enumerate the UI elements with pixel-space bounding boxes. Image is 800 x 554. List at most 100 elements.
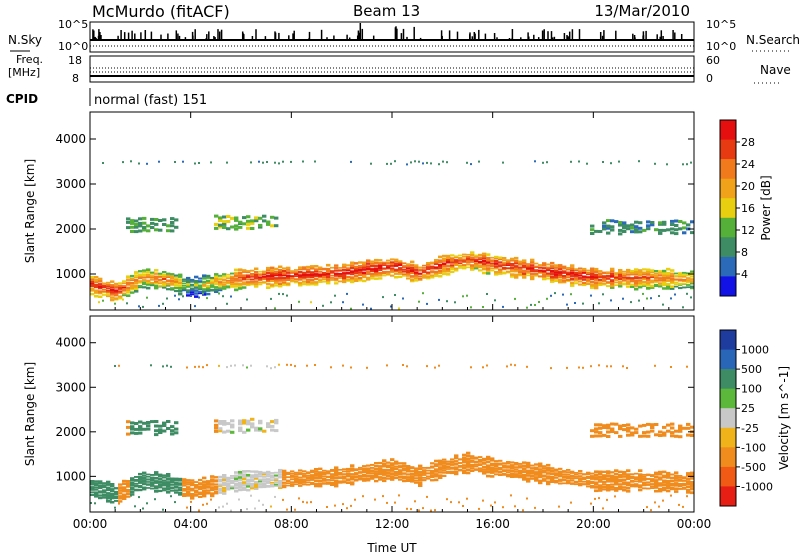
heatmap-cell — [290, 278, 295, 280]
heatmap-cell — [358, 265, 363, 268]
heatmap-cell — [430, 479, 435, 482]
heatmap-cell — [250, 283, 255, 286]
heatmap-cell — [510, 262, 515, 266]
heatmap-cell — [442, 272, 447, 276]
heatmap-cell — [414, 469, 419, 472]
heatmap-cell — [562, 478, 567, 481]
heatmap-cell — [166, 420, 171, 423]
heatmap-cell — [466, 497, 468, 500]
heatmap-cell — [206, 297, 208, 300]
heatmap-cell — [138, 274, 143, 278]
heatmap-cell — [650, 485, 655, 488]
heatmap-cell — [334, 279, 339, 282]
colorbar-step — [720, 349, 736, 370]
heatmap-cell — [566, 276, 571, 279]
heatmap-cell — [586, 471, 591, 474]
heatmap-cell — [186, 294, 191, 297]
heatmap-cell — [462, 505, 464, 507]
heatmap-cell — [314, 273, 319, 276]
heatmap-cell — [330, 274, 335, 277]
heatmap-cell — [610, 480, 615, 483]
heatmap-cell — [598, 497, 600, 500]
heatmap-cell — [254, 273, 259, 277]
heatmap-cell — [382, 473, 387, 476]
heatmap-cell — [138, 276, 143, 280]
heatmap-cell — [618, 269, 623, 272]
heatmap-cell — [598, 470, 603, 474]
heatmap-cell — [366, 265, 371, 268]
heatmap-cell — [546, 273, 551, 276]
heatmap-cell — [122, 161, 124, 164]
heatmap-cell — [550, 272, 555, 276]
heatmap-cell — [310, 278, 315, 282]
heatmap-cell — [158, 228, 163, 232]
heatmap-cell — [250, 273, 255, 275]
heatmap-cell — [258, 270, 263, 273]
heatmap-cell — [562, 476, 567, 479]
heatmap-cell — [366, 267, 371, 271]
heatmap-cell — [674, 274, 679, 277]
heatmap-cell — [642, 284, 647, 287]
heatmap-cell — [606, 470, 611, 473]
heatmap-cell — [434, 470, 439, 473]
heatmap-cell — [578, 272, 583, 275]
heatmap-cell — [438, 259, 443, 262]
heatmap-cell — [586, 269, 591, 272]
heatmap-cell — [302, 478, 307, 481]
heatmap-cell — [442, 265, 447, 268]
heatmap-cell — [526, 461, 531, 465]
heatmap-cell — [510, 464, 515, 467]
heatmap-cell — [426, 495, 428, 498]
heatmap-cell — [298, 469, 303, 472]
heatmap-cell — [554, 473, 559, 476]
heatmap-cell — [554, 273, 559, 276]
heatmap-cell — [670, 426, 675, 430]
heatmap-cell — [134, 482, 139, 485]
heatmap-cell — [658, 489, 663, 493]
heatmap-cell — [506, 365, 508, 368]
heatmap-cell — [422, 270, 427, 273]
heatmap-cell — [566, 479, 571, 482]
heatmap-cell — [174, 294, 176, 297]
heatmap-cell — [666, 284, 671, 288]
heatmap-cell — [674, 487, 679, 491]
heatmap-cell — [322, 273, 327, 276]
y-tick-label: 1000 — [55, 469, 86, 483]
heatmap-cell — [458, 258, 463, 260]
heatmap-cell — [146, 296, 148, 299]
heatmap-cell — [258, 473, 263, 476]
heatmap-cell — [574, 279, 579, 282]
heatmap-cell — [582, 366, 584, 369]
heatmap-cell — [218, 289, 223, 292]
heatmap-cell — [454, 472, 459, 476]
heatmap-cell — [290, 470, 295, 473]
heatmap-cell — [266, 480, 271, 483]
heatmap-cell — [390, 267, 395, 270]
heatmap-cell — [554, 279, 559, 282]
heatmap-cell — [658, 282, 663, 285]
heatmap-cell — [378, 478, 383, 481]
heatmap-cell — [678, 479, 683, 482]
heatmap-cell — [370, 470, 375, 473]
heatmap-cell — [110, 284, 115, 287]
heatmap-cell — [418, 473, 423, 477]
heatmap-cell — [398, 462, 403, 465]
heatmap-cell — [634, 472, 639, 475]
colorbar-tick-label: 28 — [741, 136, 755, 149]
heatmap-cell — [186, 490, 191, 493]
heatmap-cell — [102, 493, 107, 496]
heatmap-cell — [254, 280, 259, 283]
heatmap-cell — [618, 483, 623, 486]
heatmap-cell — [254, 475, 259, 478]
heatmap-cell — [166, 224, 171, 228]
heatmap-cell — [622, 472, 627, 476]
heatmap-cell — [602, 477, 607, 481]
heatmap-cell — [398, 267, 403, 270]
heatmap-cell — [442, 267, 447, 271]
heatmap-cell — [598, 270, 603, 273]
heatmap-cell — [598, 489, 603, 492]
heatmap-cell — [94, 279, 99, 282]
heatmap-cell — [682, 163, 684, 166]
heatmap-cell — [234, 218, 239, 222]
heatmap-cell — [478, 467, 483, 470]
